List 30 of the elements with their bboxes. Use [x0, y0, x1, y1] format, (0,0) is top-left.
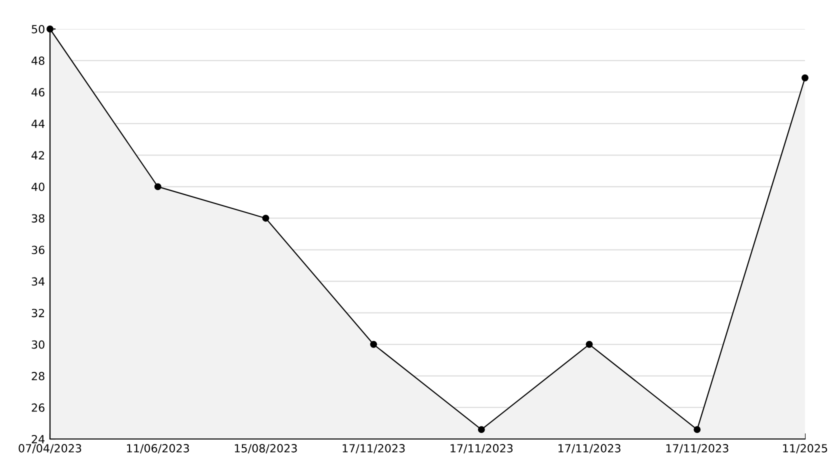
y-tick-label: 34: [32, 277, 45, 286]
y-tick-label: 24: [32, 434, 45, 444]
x-tick-label: 11/2025: [783, 444, 828, 454]
x-tick-label: 17/11/2023: [342, 444, 405, 454]
y-tick-label: 36: [32, 246, 44, 254]
y-tick-label: 32: [32, 308, 44, 318]
x-tick-label: 15/08/2023: [234, 444, 297, 454]
point: [586, 340, 593, 348]
x-tick-label: 07/04/2023: [18, 444, 82, 454]
point: [802, 74, 808, 82]
y-tick-label: 50: [32, 24, 44, 34]
point: [46, 26, 54, 32]
point: [370, 340, 378, 348]
point: [694, 426, 701, 434]
x-tick-label: 17/11/2023: [666, 444, 728, 454]
y-tick-label: 28: [32, 372, 44, 380]
y-tick-label: 26: [32, 403, 44, 412]
y-tick-label: 38: [32, 214, 44, 223]
x-tick-label: 17/11/2023: [558, 444, 620, 454]
point: [154, 183, 162, 190]
y-tick-label: 40: [32, 182, 44, 192]
x-tick-label: 11/06/2023: [127, 444, 189, 454]
y-tick-label: 44: [32, 120, 45, 128]
y-tick-label: 46: [32, 88, 44, 96]
point: [478, 426, 485, 434]
x-tick-label: 17/11/2023: [450, 444, 513, 454]
y-tick-label: 30: [32, 340, 44, 349]
point: [262, 214, 270, 222]
y-tick-label: 42: [32, 151, 44, 160]
y-tick-label: 48: [32, 56, 44, 65]
